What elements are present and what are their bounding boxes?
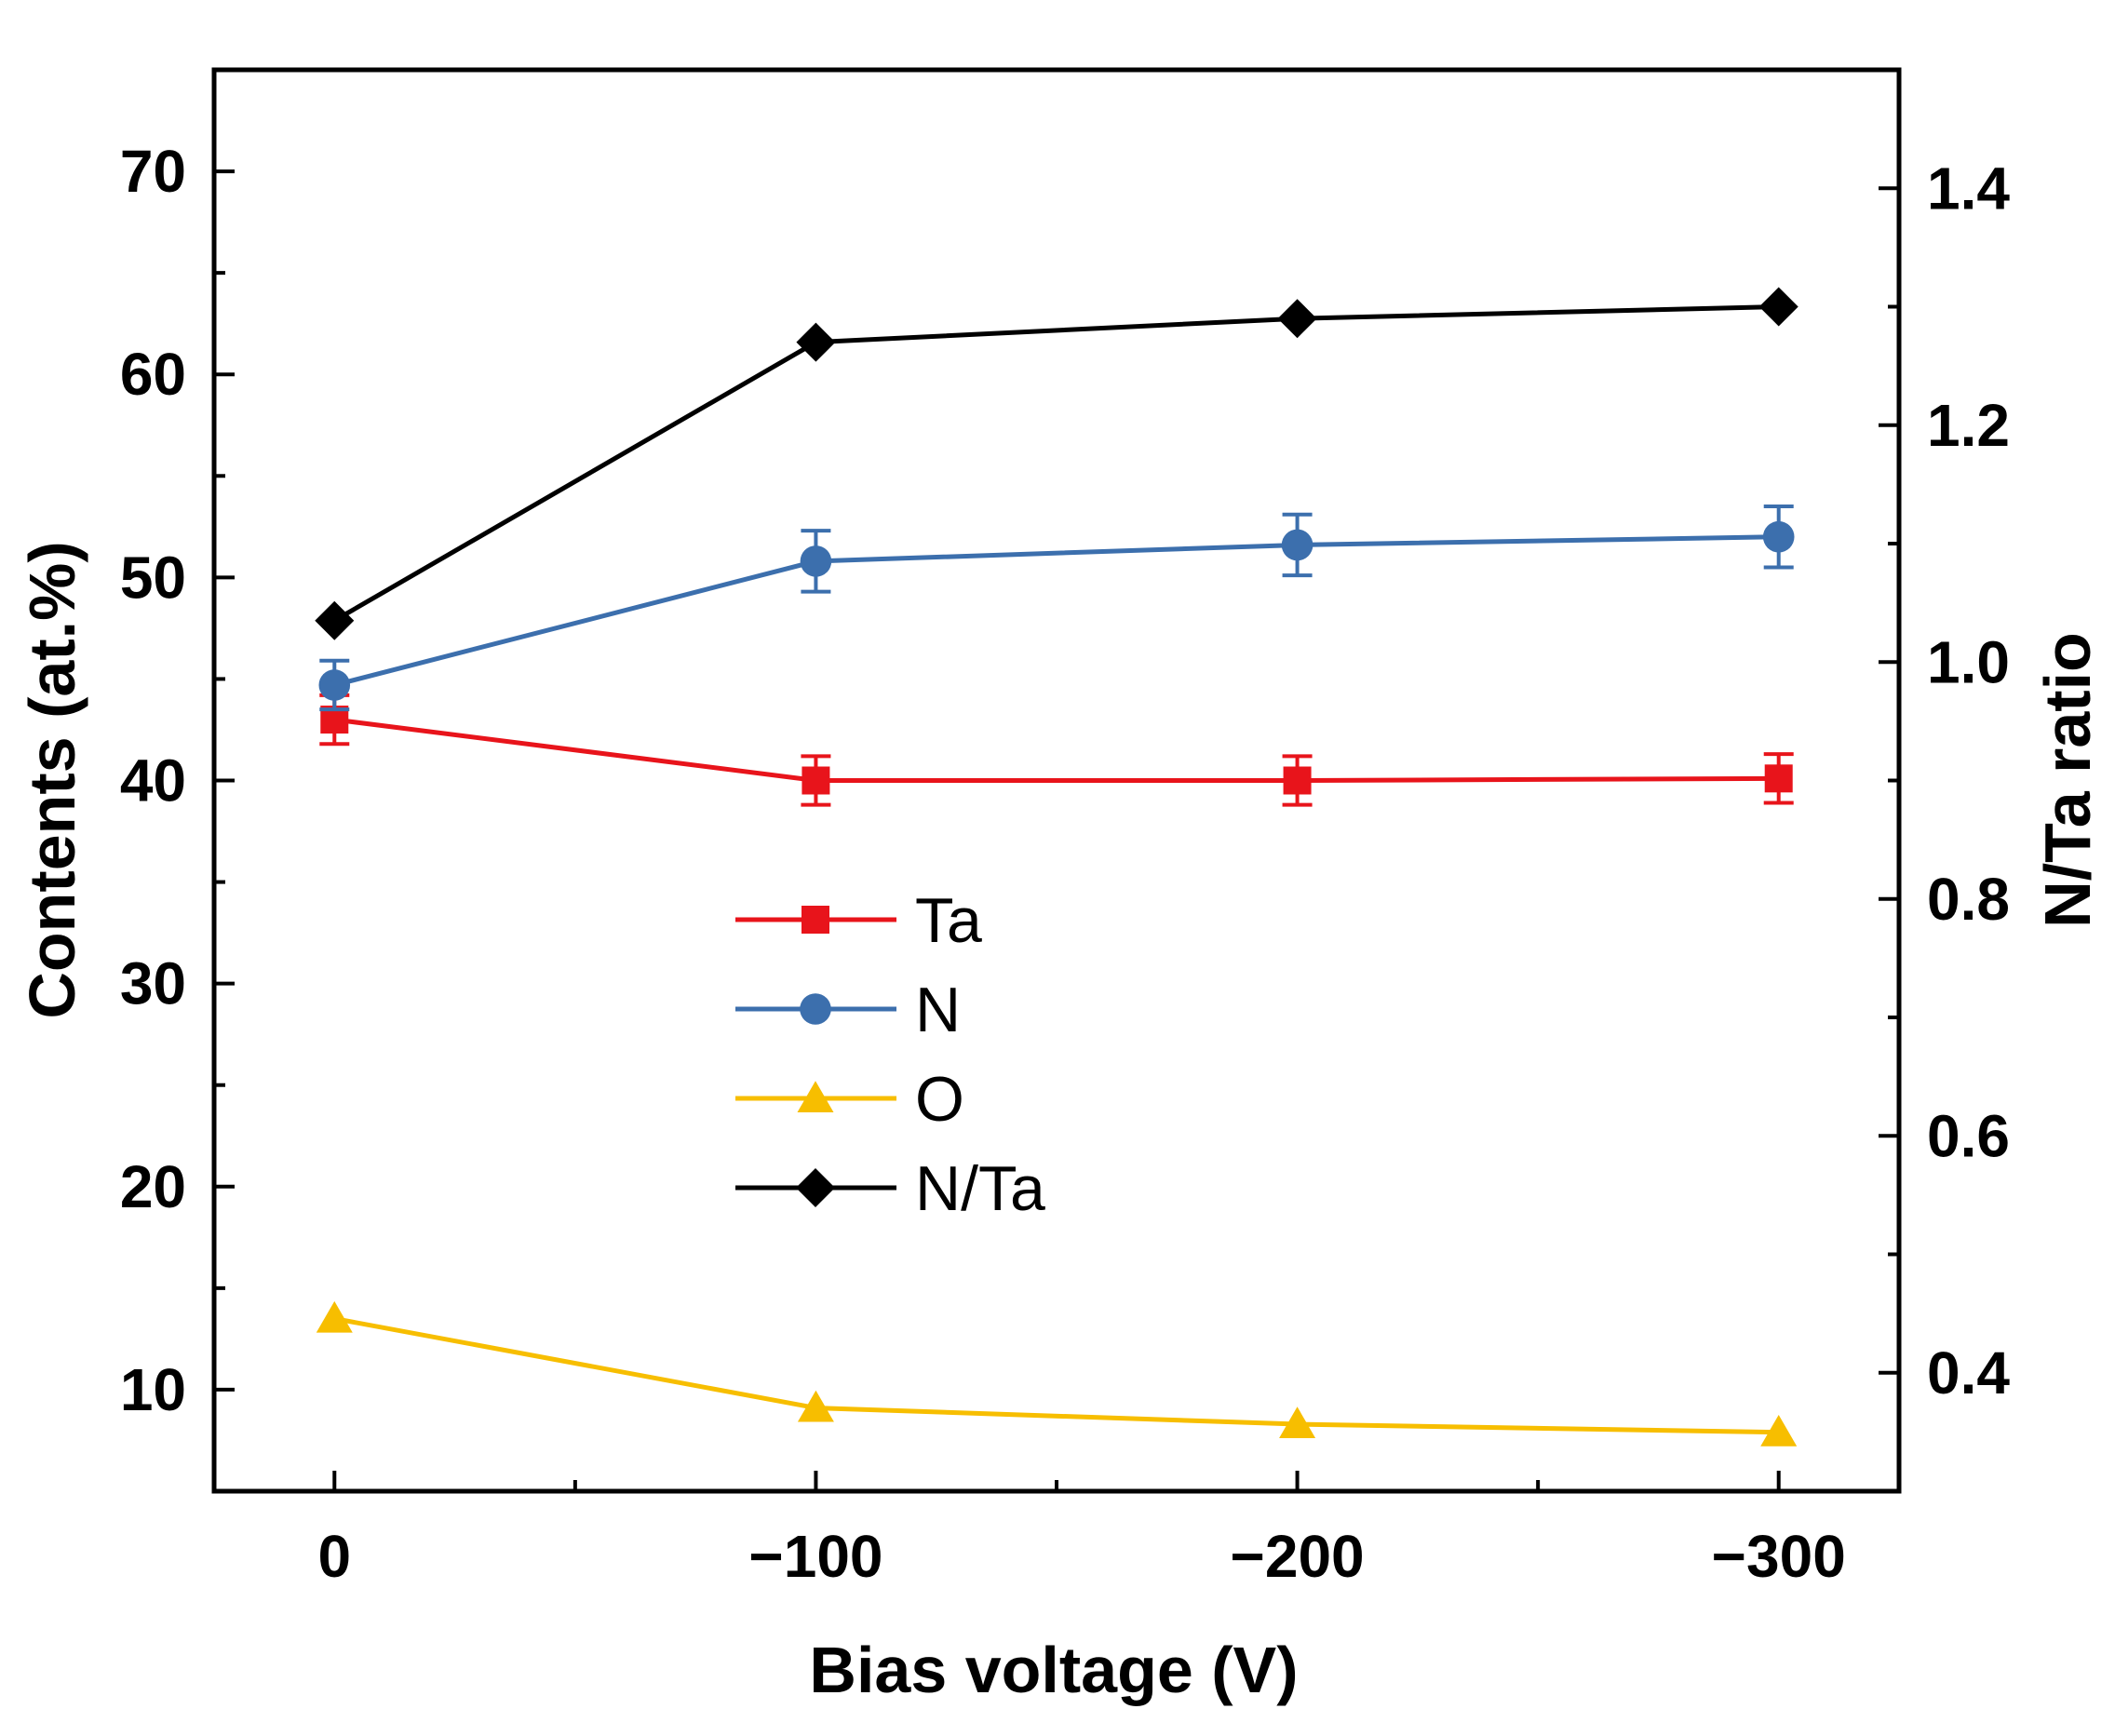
data-point-n — [1762, 520, 1795, 553]
data-point-n-ta — [315, 600, 355, 640]
series-line-n — [333, 534, 1779, 688]
series-o — [316, 1300, 1798, 1447]
series-line-ta — [333, 717, 1779, 783]
axes: 0 −100 −200 −300 10 20 30 40 50 60 70 0.4 0.6 0.8 1.0 1… — [120, 67, 2010, 1590]
data-point-ta — [1764, 764, 1793, 793]
y-left-tick-label: 40 — [120, 747, 186, 814]
legend-item-n: N — [735, 975, 961, 1045]
y-right-tick-label: 0.6 — [1927, 1102, 2010, 1169]
data-point-n — [1281, 529, 1313, 561]
y-left-tick-label: 60 — [120, 341, 186, 408]
data-point-n-ta — [1277, 299, 1317, 339]
series-layer — [315, 287, 1798, 1447]
data-point-o — [316, 1300, 353, 1333]
legend-marker — [797, 1081, 834, 1112]
y-right-tick-label: 1.0 — [1927, 628, 2010, 695]
legend-item-ta: Ta — [735, 885, 982, 956]
data-point-n-ta — [796, 322, 836, 362]
data-point-o — [1279, 1406, 1316, 1439]
data-point-n — [318, 669, 351, 701]
y-axis-left-title: Contents (at.%) — [16, 541, 88, 1018]
x-tick-label: −100 — [748, 1523, 882, 1590]
y-right-tick-label: 0.4 — [1927, 1339, 2010, 1406]
series-line-n-ta — [333, 304, 1779, 623]
x-tick-label: 0 — [317, 1523, 351, 1590]
legend-marker — [796, 1168, 835, 1207]
legend-marker — [800, 993, 831, 1025]
data-point-ta — [1283, 766, 1312, 795]
series-n-ta — [315, 287, 1798, 640]
legend-item-o: O — [735, 1064, 964, 1135]
y-left-tick-label: 10 — [120, 1356, 186, 1423]
series-line-o — [333, 1316, 1779, 1435]
y-left-tick-label: 20 — [120, 1153, 186, 1220]
x-tick-label: −300 — [1712, 1523, 1846, 1590]
data-point-n — [800, 545, 832, 577]
y-left-tick-label: 50 — [120, 544, 186, 611]
data-point-o — [797, 1390, 834, 1422]
legend-label: N/Ta — [915, 1153, 1045, 1224]
y-left-tick-label: 70 — [120, 138, 186, 205]
data-point-n-ta — [1758, 287, 1798, 327]
y-right-tick-label: 0.8 — [1927, 866, 2010, 933]
y-axis-right-title: N/Ta ratio — [2031, 632, 2104, 928]
y-left-tick-label: 30 — [120, 950, 186, 1017]
y-right-tick-label: 1.2 — [1927, 392, 2010, 459]
legend-label: Ta — [915, 885, 982, 956]
legend-item-n-ta: N/Ta — [735, 1153, 1045, 1224]
series-n — [318, 505, 1795, 712]
series-ta — [319, 693, 1794, 807]
y-right-tick-label: 1.4 — [1927, 155, 2010, 222]
legend: Ta NO N/Ta — [735, 885, 1045, 1224]
legend-label: N — [915, 975, 961, 1045]
x-axis-title: Bias voltage (V) — [809, 1634, 1298, 1706]
legend-label: O — [915, 1064, 964, 1135]
data-point-ta — [802, 766, 830, 795]
legend-marker — [802, 906, 829, 934]
data-point-o — [1760, 1414, 1798, 1447]
x-tick-label: −200 — [1230, 1523, 1364, 1590]
